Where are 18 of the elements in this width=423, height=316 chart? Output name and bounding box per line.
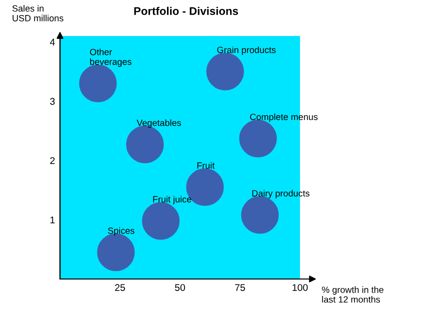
y-tick-label: 1: [50, 216, 55, 224]
x-tick-label: 25: [115, 284, 125, 291]
y-tick-label: 4: [50, 38, 55, 46]
y-tick-label: 2: [50, 157, 55, 164]
annotation: Grain products: [217, 46, 276, 55]
y-axis-title: Sales in USD millions: [12, 5, 64, 22]
x-tick-label: 100: [292, 284, 308, 291]
point: [206, 52, 244, 90]
annotation: Fruit: [197, 162, 215, 169]
annotation: Vegetables: [136, 119, 181, 128]
chart-title: Portfolio - Divisions: [134, 6, 238, 15]
x-axis-title: % growth in the last 12 months: [322, 286, 384, 303]
y-tick-label: 3: [50, 98, 55, 105]
annotation: Spices: [108, 227, 134, 236]
x-tick-label: 75: [235, 284, 245, 291]
annotation: Fruit juice: [153, 196, 192, 204]
x-tick-label: 50: [174, 284, 186, 291]
annotation: Other beverages: [90, 48, 132, 67]
